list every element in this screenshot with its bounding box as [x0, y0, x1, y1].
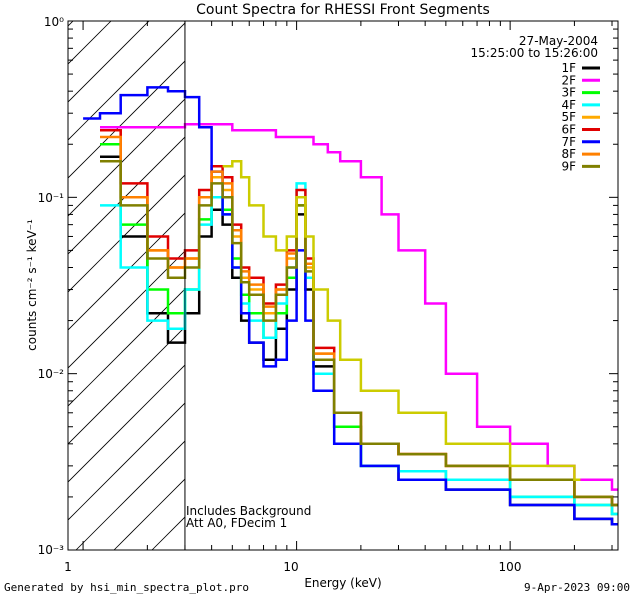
y-tick-label-1e-2: 10⁻² — [38, 367, 65, 381]
x-axis-label: Energy (keV) — [304, 576, 381, 590]
series-8F-line — [100, 135, 618, 507]
legend-label-8F: 8F — [561, 147, 576, 161]
footer-timestamp: 9-Apr-2023 09:00 — [524, 581, 630, 594]
attenuator-hatch-region — [0, 0, 640, 550]
x-tick-label-100: 100 — [499, 560, 522, 574]
hatch-line — [68, 22, 185, 141]
series-4F-line — [100, 182, 618, 516]
hatch-line — [68, 326, 185, 445]
legend-label-5F: 5F — [561, 110, 576, 124]
hatch-line — [75, 440, 185, 550]
hatch-line — [0, 0, 106, 550]
series-1F-line — [100, 155, 618, 526]
date-label: 27-May-2004 — [519, 34, 598, 48]
y-tick-label-1e0: 10⁰ — [44, 15, 64, 29]
x-tick-label-1: 1 — [64, 560, 72, 574]
hatch-line — [68, 288, 185, 407]
series-7F-line — [83, 86, 618, 526]
time-range-label: 15:25:00 to 15:26:00 — [471, 46, 598, 60]
legend-label-1F: 1F — [561, 61, 576, 75]
x-tick-label-10: 10 — [283, 560, 298, 574]
hatch-line — [68, 21, 74, 27]
legend-label-7F: 7F — [561, 135, 576, 149]
annotation-attenuator: Att A0, FDecim 1 — [186, 516, 287, 530]
legend-label-3F: 3F — [561, 86, 576, 100]
y-tick-label-1e-3: 10⁻³ — [38, 543, 65, 557]
y-tick-label-1e-1: 10⁻¹ — [38, 191, 65, 205]
ticks-layer — [68, 20, 618, 551]
hatch-line — [68, 21, 150, 103]
hatch-line — [228, 0, 640, 550]
series-yellow-line — [222, 160, 581, 482]
chart-title: Count Spectra for RHESSI Front Segments — [196, 2, 490, 18]
annotation-background: Includes Background — [186, 504, 311, 518]
y-axis-label: counts cm⁻² s⁻¹ keV⁻¹ — [25, 219, 39, 351]
hatch-line — [68, 174, 185, 293]
hatch-line — [266, 0, 640, 550]
legend-label-6F: 6F — [561, 123, 576, 137]
series-2F-line — [100, 122, 618, 491]
series-9F-line — [100, 160, 618, 507]
hatch-line — [68, 250, 185, 369]
plot-frame — [67, 20, 619, 551]
hatch-line — [68, 364, 185, 483]
footer-generated-by: Generated by hsi_min_spectra_plot.pro — [4, 581, 250, 594]
legend-label-4F: 4F — [561, 98, 576, 112]
hatch-line — [68, 402, 185, 521]
hatch-line — [68, 212, 185, 331]
series-layer — [83, 86, 618, 526]
hatch-line — [68, 21, 112, 65]
legend-label-2F: 2F — [561, 73, 576, 87]
legend-label-9F: 9F — [561, 159, 576, 173]
